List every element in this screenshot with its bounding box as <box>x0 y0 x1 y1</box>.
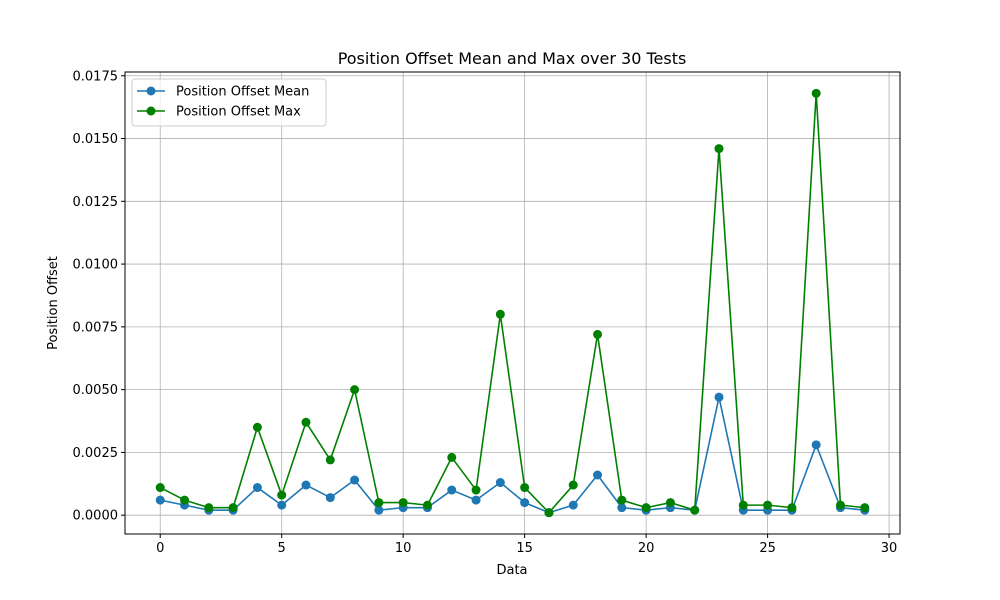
data-point <box>860 503 870 513</box>
plot-frame <box>124 71 901 535</box>
data-point <box>544 508 554 518</box>
data-point <box>277 500 287 510</box>
data-point <box>665 498 675 508</box>
data-point <box>180 495 190 505</box>
legend-marker <box>146 86 156 96</box>
y-tick-label: 0.0075 <box>73 320 119 335</box>
data-point <box>301 480 311 490</box>
data-point <box>495 309 505 319</box>
series-layer <box>155 88 870 518</box>
data-point <box>520 483 530 493</box>
data-point <box>252 422 262 432</box>
data-point <box>593 470 603 480</box>
data-point <box>714 144 724 154</box>
x-tick-label: 0 <box>156 541 164 556</box>
data-point <box>325 493 335 503</box>
data-point <box>714 392 724 402</box>
data-point <box>690 505 700 515</box>
data-point <box>568 480 578 490</box>
legend: Position Offset Mean Position Offset Max <box>131 78 327 127</box>
data-point <box>398 498 408 508</box>
data-point <box>350 385 360 395</box>
data-point <box>593 329 603 339</box>
data-point <box>738 500 748 510</box>
data-point <box>155 483 165 493</box>
legend-label: Position Offset Mean <box>176 85 309 100</box>
data-point <box>204 503 214 513</box>
data-point <box>447 452 457 462</box>
data-point <box>374 505 384 515</box>
x-axis-label: Data <box>496 563 527 578</box>
data-point <box>374 498 384 508</box>
data-point <box>301 417 311 427</box>
y-tick-label: 0.0125 <box>73 195 119 210</box>
data-point <box>495 478 505 488</box>
y-tick-label: 0.0150 <box>73 132 119 147</box>
data-point <box>617 495 627 505</box>
y-tick-label: 0.0100 <box>73 258 119 273</box>
y-tick-label: 0.0050 <box>73 383 119 398</box>
x-tick-label: 15 <box>516 541 533 556</box>
y-tick-label: 0.0025 <box>73 446 119 461</box>
legend-box <box>131 78 327 127</box>
data-point <box>617 503 627 513</box>
legend-item: Position Offset Max <box>137 105 301 120</box>
data-point <box>811 440 821 450</box>
data-point <box>277 490 287 500</box>
data-point <box>228 503 238 513</box>
data-point <box>787 503 797 513</box>
x-axis: 0 5 10 15 20 25 30 <box>156 534 897 556</box>
x-tick-label: 10 <box>395 541 412 556</box>
legend-item: Position Offset Mean <box>137 85 309 100</box>
data-point <box>568 500 578 510</box>
data-point <box>447 485 457 495</box>
legend-label: Position Offset Max <box>176 105 301 120</box>
data-point <box>350 475 360 485</box>
legend-marker <box>146 106 156 116</box>
y-axis-label: Position Offset <box>46 256 61 350</box>
data-point <box>471 495 481 505</box>
series-max <box>155 88 870 518</box>
x-tick-label: 5 <box>278 541 286 556</box>
y-tick-label: 0.0175 <box>73 69 119 84</box>
data-point <box>763 500 773 510</box>
x-tick-label: 25 <box>759 541 776 556</box>
data-point <box>422 500 432 510</box>
data-point <box>252 483 262 493</box>
data-point <box>811 88 821 98</box>
data-point <box>835 500 845 510</box>
chart-title: Position Offset Mean and Max over 30 Tes… <box>338 49 687 68</box>
y-tick-label: 0.0000 <box>73 509 119 524</box>
data-point <box>325 455 335 465</box>
data-point <box>155 495 165 505</box>
grid <box>125 72 900 534</box>
data-point <box>641 503 651 513</box>
data-point <box>520 498 530 508</box>
x-tick-label: 30 <box>881 541 898 556</box>
x-tick-label: 20 <box>638 541 655 556</box>
y-axis: 0.0000 0.0025 0.0050 0.0075 0.0100 0.0125 0.01… <box>73 69 125 524</box>
data-point <box>471 485 481 495</box>
